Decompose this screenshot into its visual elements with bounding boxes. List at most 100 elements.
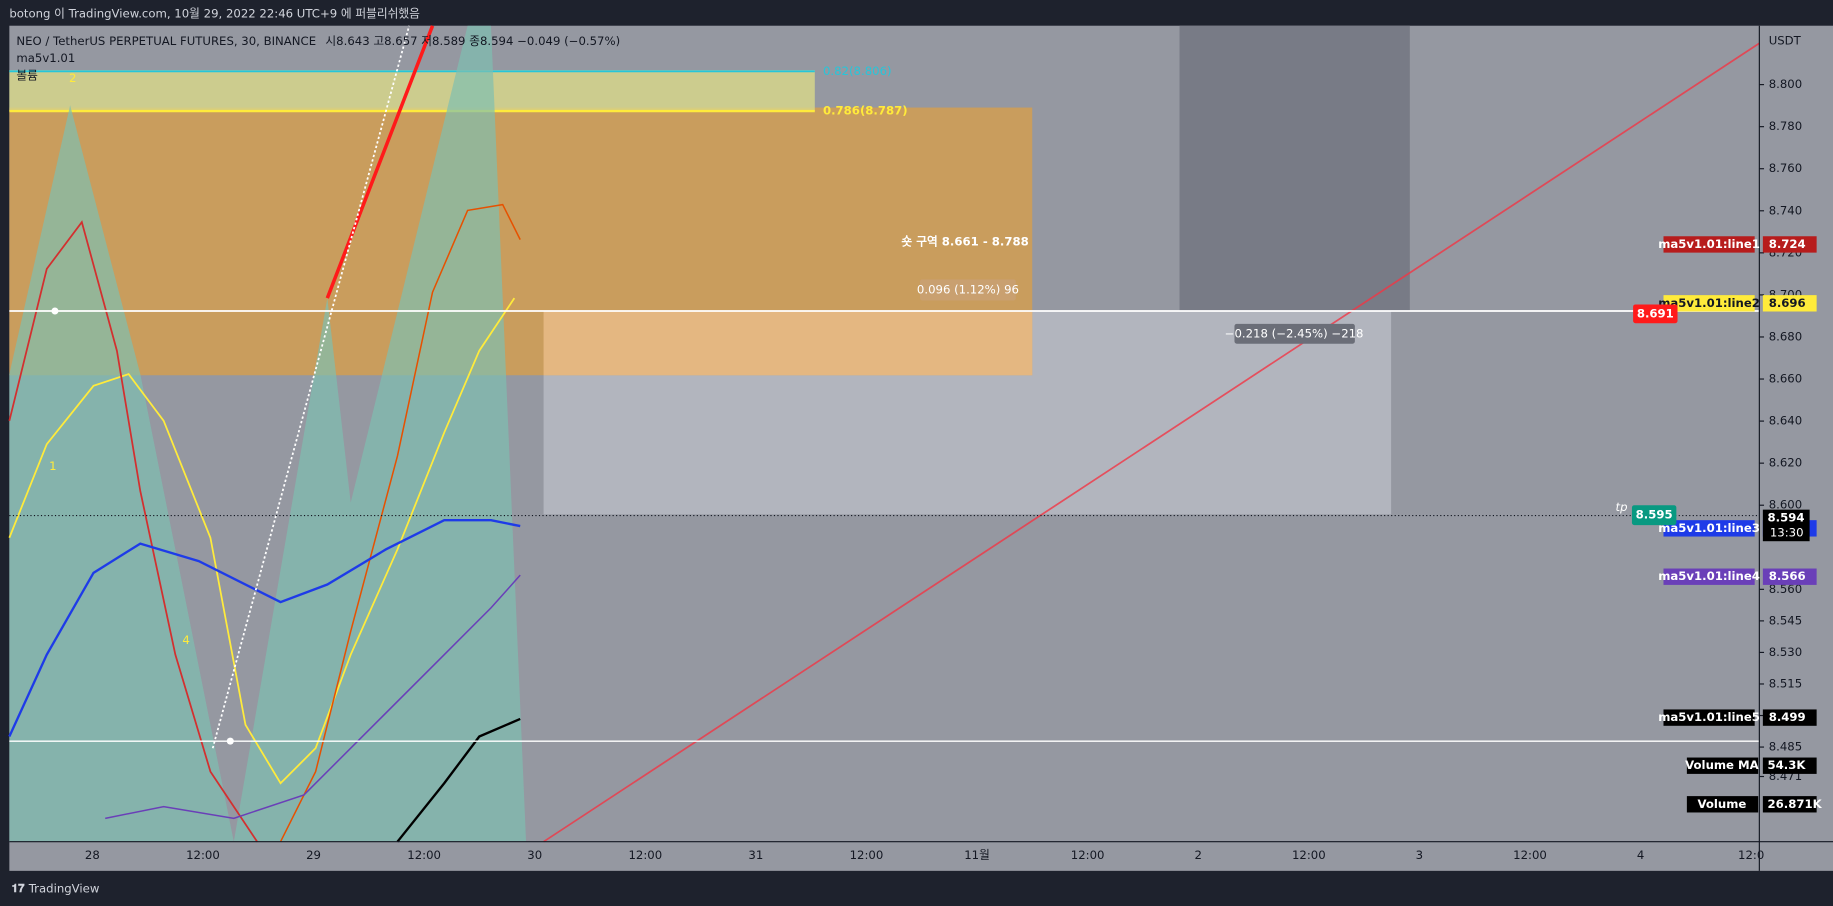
ma-line	[8, 297, 516, 785]
time-tick-label: 4	[1637, 848, 1644, 862]
countdown: 13:30	[1770, 526, 1804, 540]
wave-label: 4	[182, 633, 189, 647]
time-tick-label: 12:00	[850, 848, 884, 862]
measure-label: −0.218 (−2.45%) −218	[1225, 326, 1364, 340]
legend-volume: 볼륨	[16, 68, 38, 82]
time-tick-label: 2	[1195, 848, 1202, 862]
time-tick-label: 28	[85, 848, 100, 862]
alert-price: 8.691	[1637, 306, 1674, 320]
legend-symbol-text: NEO / TetherUS PERPETUAL FUTURES, 30, BI…	[16, 33, 316, 47]
time-tick-label: 12:00	[1513, 848, 1547, 862]
badges: ma5v1.01:line1 8.724 ma5v1.01:line2 8.696 ma…	[1616, 236, 1823, 813]
badge-name-bg	[1663, 709, 1755, 726]
price-tick-label: 8.560	[1769, 582, 1802, 596]
tp-value: 8.595	[1636, 508, 1673, 522]
badge-value-bg	[1762, 236, 1817, 253]
ma-line	[279, 203, 521, 843]
legend-symbol: NEO / TetherUS PERPETUAL FUTURES, 30, BI…	[16, 33, 620, 47]
short-zone-light	[543, 310, 1033, 376]
badge-name: ma5v1.01:line5	[1658, 710, 1760, 724]
pattern-area	[233, 25, 527, 842]
price-tick-label: 8.780	[1769, 119, 1802, 133]
currency-label: USDT	[1769, 33, 1802, 47]
pattern-area	[9, 105, 234, 842]
price-tick-label: 8.660	[1769, 372, 1802, 386]
trend-line	[543, 42, 1760, 843]
tp-label: tp	[1616, 500, 1628, 514]
ma-line	[105, 574, 521, 820]
badge-value: 54.3K	[1768, 758, 1807, 772]
badge-value-bg	[1762, 796, 1817, 813]
wave-label: 2	[69, 71, 76, 85]
badge-value: 8.566	[1769, 569, 1806, 583]
badge-value-bg	[1762, 709, 1817, 726]
price-tick-label: 8.800	[1769, 77, 1802, 91]
badge-name: ma5v1.01:line3	[1658, 521, 1760, 535]
time-tick-label: 12:00	[186, 848, 220, 862]
badge-value-bg	[1762, 568, 1817, 585]
badge-value: 8.499	[1769, 710, 1806, 724]
price-axis: 8.8008.7808.7608.7408.7208.7008.6808.660…	[85, 77, 1802, 862]
time-tick-label: 3	[1416, 848, 1423, 862]
badge-name: ma5v1.01:line2	[1658, 296, 1760, 310]
time-tick-label: 12:00	[1071, 848, 1105, 862]
badge-value-bg	[1762, 295, 1817, 312]
price-tick-label: 8.760	[1769, 161, 1802, 175]
time-tick-label: 12:00	[407, 848, 441, 862]
time-tick-label: 12:0	[1738, 848, 1764, 862]
badge-name-bg	[1663, 568, 1755, 585]
last-price-bg	[1762, 509, 1810, 542]
ma-line	[8, 519, 521, 737]
dark-zone	[1179, 25, 1410, 311]
badge-value: 26.871K	[1768, 797, 1823, 811]
anchor-dot	[226, 737, 234, 745]
price-tick-label: 8.515	[1769, 676, 1802, 690]
price-tick-label: 8.600	[1769, 498, 1802, 512]
price-tick-label: 8.620	[1769, 456, 1802, 470]
footer	[0, 870, 1833, 906]
time-tick-label: 11월	[964, 848, 990, 862]
price-tick-label: 8.740	[1769, 203, 1802, 217]
badge-name-bg	[1663, 236, 1755, 253]
legend-ohlc: 시8.643 고8.657 저8.589 종8.594 −0.049 (−0.5…	[325, 33, 620, 47]
trend-line	[325, 25, 435, 299]
brand-text: TradingView	[28, 881, 100, 895]
badge-name: ma5v1.01:line1	[1658, 237, 1760, 251]
badge-name-bg	[1686, 757, 1759, 774]
badge-value: 8.696	[1769, 296, 1806, 310]
ma-line	[396, 717, 521, 843]
price-tick-label: 8.485	[1769, 740, 1802, 754]
footer-brand: 𝟏𝟕 TradingView	[12, 881, 100, 895]
wave-label: 1	[49, 459, 56, 473]
time-tick-label: 29	[306, 848, 321, 862]
trend-line	[211, 25, 410, 749]
badge-name-bg	[1663, 520, 1755, 537]
badge-value: 8.724	[1769, 237, 1806, 251]
price-tick-label: 8.680	[1769, 329, 1802, 343]
badge-name: ma5v1.01:line4	[1658, 569, 1760, 583]
fib-label: 0.82(8.806)	[823, 64, 892, 78]
price-tick-label: 8.530	[1769, 645, 1802, 659]
anchor-dot	[51, 307, 59, 315]
publish-header: botong 이 TradingView.com, 10월 29, 2022 2…	[9, 7, 420, 21]
badge-name: Volume	[1698, 797, 1747, 811]
time-tick-label: 12:00	[1292, 848, 1326, 862]
measure-box	[920, 279, 1016, 301]
price-tick-label: 8.545	[1769, 613, 1802, 627]
time-tick-label: 31	[748, 848, 763, 862]
badge-name: Volume MA	[1685, 758, 1759, 772]
price-tick-label: 8.640	[1769, 414, 1802, 428]
ma-line	[8, 220, 258, 843]
badge-name-bg	[1686, 796, 1759, 813]
legend-indicator: ma5v1.01	[16, 51, 75, 65]
badge-value-bg	[1762, 757, 1817, 774]
time-tick-label: 30	[527, 848, 542, 862]
tp-bg	[1631, 505, 1677, 526]
measure-label: 0.096 (1.12%) 96	[917, 282, 1019, 296]
measure-box	[1234, 323, 1355, 344]
badge-name-bg	[1663, 295, 1755, 312]
time-tick-label: 12:00	[628, 848, 662, 862]
zone-label: 숏 구역 8.661 - 8.788	[901, 234, 1028, 248]
